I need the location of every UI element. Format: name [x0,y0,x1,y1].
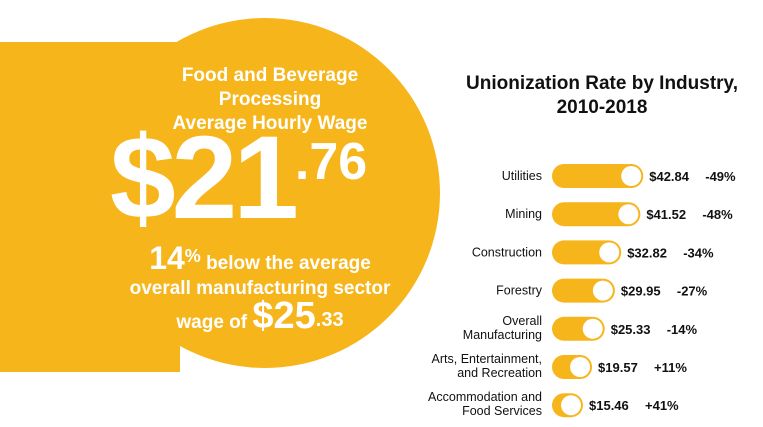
category-label-line: Construction [472,245,542,259]
category-label-line: Overall [502,314,542,328]
category-label-line: Food Services [462,404,542,418]
bar-knob [599,242,620,263]
percent-label: -14% [667,322,698,337]
category-label-line: and Recreation [457,366,542,380]
wage-headline: Food and Beverage Processing Average Hou… [120,64,420,136]
wage-circle [90,18,440,368]
wage-callout-panel: Food and Beverage Processing Average Hou… [0,18,440,372]
category-label-line: Mining [505,207,542,221]
category-label-line: Manufacturing [463,328,542,342]
value-label: $15.46 [589,398,629,413]
category-label: Overall Manufacturing [463,314,542,342]
bar [552,202,641,227]
chart-title-line: 2010-2018 [556,97,648,118]
category-label: Accommodation and Food Services [428,390,542,418]
percent-label: +11% [654,360,687,375]
category-label-line: Arts, Entertainment, [432,352,542,366]
bar-knob [582,318,603,339]
overall-line: overall manufacturing sector [129,278,391,299]
percent-label: +41% [645,398,679,413]
value-label: $32.82 [627,245,667,260]
bar-knob [561,395,582,416]
headline-line: Food and Beverage [181,65,359,86]
category-label: Arts, Entertainment, and Recreation [432,352,543,380]
percent-label: -48% [702,207,733,222]
category-label: Mining [505,207,542,221]
chart-title-line: Unionization Rate by Industry, [466,73,738,94]
wage-dollars: $21 [110,112,299,244]
percent-label: -27% [677,284,708,299]
bar-knob [618,204,639,225]
value-label: $42.84 [649,169,690,184]
chart-title: Unionization Rate by Industry, 2010-2018 [452,72,752,120]
diff-percent-symbol: % [184,246,201,266]
category-label-line: Forestry [496,284,543,298]
average-cents: .33 [315,309,344,331]
category-label-line: Accommodation and [428,390,542,404]
category-label: Forestry [496,284,543,298]
wage-comparison: 14% below the average overall manufactur… [100,242,420,338]
wage-cents: .76 [294,133,368,191]
value-label: $41.52 [646,207,686,222]
bar [552,164,644,188]
value-label: $19.57 [598,360,638,375]
average-dollars: $25 [252,295,316,337]
category-label: Utilities [502,169,542,183]
percent-label: -49% [705,169,736,184]
diff-text: below the average [200,253,371,274]
value-label: $25.33 [611,322,651,337]
category-label-line: Utilities [502,169,542,183]
average-wage-value: $21.76 [110,118,390,238]
headline-line: Average Hourly Wage [172,113,368,134]
bar-knob [570,357,591,377]
value-label: $29.95 [621,284,661,299]
category-label: Construction [472,245,542,259]
percent-label: -34% [683,245,714,260]
bar-knob [592,280,613,301]
headline-line: Processing [218,89,322,110]
diff-percent-number: 14 [149,240,185,276]
wage-of-text: wage of [176,312,253,333]
bar-knob [621,166,642,186]
